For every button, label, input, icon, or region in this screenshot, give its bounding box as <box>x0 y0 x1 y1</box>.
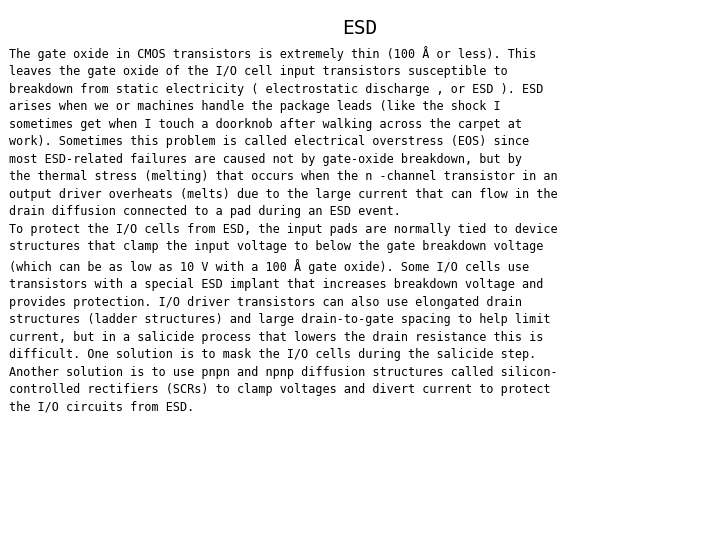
Text: ESD: ESD <box>343 19 377 38</box>
Text: The gate oxide in CMOS transistors is extremely thin (100 Å or less). This
leave: The gate oxide in CMOS transistors is ex… <box>9 46 557 414</box>
